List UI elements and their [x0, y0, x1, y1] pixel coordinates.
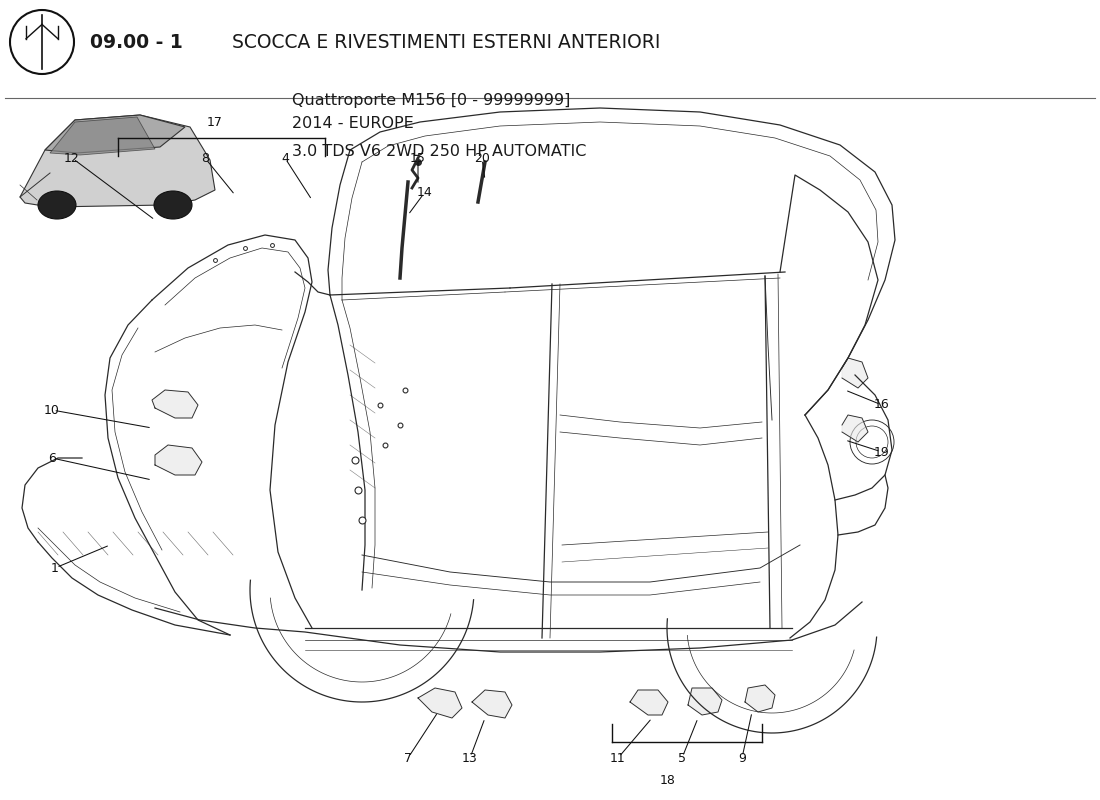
- Polygon shape: [20, 115, 214, 207]
- Text: 18: 18: [660, 774, 675, 786]
- Text: 4: 4: [282, 151, 289, 165]
- Polygon shape: [630, 690, 668, 715]
- Polygon shape: [418, 688, 462, 718]
- Text: 14: 14: [417, 186, 433, 198]
- Ellipse shape: [154, 191, 192, 219]
- Text: 09.00 - 1: 09.00 - 1: [90, 34, 183, 53]
- Text: 16: 16: [874, 398, 890, 411]
- Polygon shape: [152, 390, 198, 418]
- Text: Quattroporte M156 [0 - 99999999]: Quattroporte M156 [0 - 99999999]: [292, 93, 570, 107]
- Text: 17: 17: [207, 115, 223, 129]
- Text: 11: 11: [610, 751, 626, 765]
- Text: 8: 8: [201, 151, 209, 165]
- Polygon shape: [745, 685, 776, 712]
- Polygon shape: [472, 690, 512, 718]
- Text: 9: 9: [738, 751, 746, 765]
- Text: 12: 12: [64, 151, 80, 165]
- Text: 20: 20: [474, 151, 490, 165]
- Polygon shape: [155, 445, 202, 475]
- Text: 10: 10: [44, 403, 59, 417]
- Text: 7: 7: [404, 751, 412, 765]
- Text: 5: 5: [678, 751, 686, 765]
- Text: 6: 6: [48, 451, 56, 465]
- Ellipse shape: [39, 191, 76, 219]
- Text: 2014 - EUROPE: 2014 - EUROPE: [292, 117, 414, 131]
- Text: 13: 13: [462, 751, 477, 765]
- Polygon shape: [45, 115, 185, 153]
- Polygon shape: [688, 688, 722, 715]
- Text: 15: 15: [410, 151, 426, 165]
- Text: 1: 1: [51, 562, 59, 574]
- Polygon shape: [842, 358, 868, 388]
- Polygon shape: [50, 117, 155, 155]
- Text: 19: 19: [874, 446, 890, 458]
- Text: SCOCCA E RIVESTIMENTI ESTERNI ANTERIORI: SCOCCA E RIVESTIMENTI ESTERNI ANTERIORI: [232, 34, 660, 53]
- Polygon shape: [842, 415, 868, 442]
- Text: 3.0 TDS V6 2WD 250 HP AUTOMATIC: 3.0 TDS V6 2WD 250 HP AUTOMATIC: [292, 145, 586, 159]
